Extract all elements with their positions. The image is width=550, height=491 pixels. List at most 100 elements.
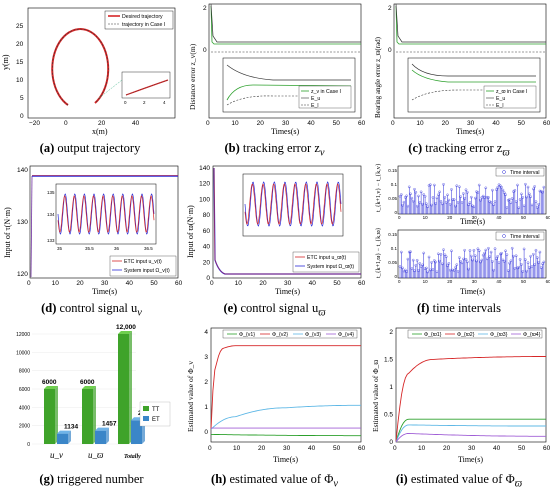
e-legend-etc: ETC input u_ϖ(t) <box>307 255 346 261</box>
b-legend-eu: E_u <box>311 96 320 102</box>
x-tick-label: 40 <box>492 120 500 127</box>
c-ytick: 2 <box>388 5 392 12</box>
interval-marker <box>500 186 503 189</box>
a-ytick: 10 <box>16 77 24 84</box>
interval-marker <box>438 190 441 194</box>
y-tick-label: 120 <box>199 181 210 188</box>
interval-marker <box>473 254 477 258</box>
x-tick-label: 30 <box>472 279 478 284</box>
panel-e: Input of ϖ(N·m) 0 20 40 60 80 100 120 140 0 10 20… <box>183 162 366 320</box>
interval-marker <box>425 202 428 206</box>
bar-value-label: 6000 <box>80 379 95 386</box>
x-tick-label: 40 <box>307 120 315 127</box>
interval-marker <box>455 184 459 188</box>
d-inset-tick: 36 <box>114 246 120 251</box>
x-tick-label: 40 <box>493 445 501 452</box>
y-tick-label: 2 <box>389 329 393 336</box>
x-tick-label: 20 <box>443 445 451 452</box>
panel-d: Input of τ(N·m) 140 130 120 0 10 20 30 40 50 6… <box>0 162 183 320</box>
a-case-trajectory <box>51 28 109 106</box>
interval-marker <box>414 190 418 194</box>
y-tick-label: 0.5 <box>384 412 393 419</box>
interval-marker <box>487 246 490 250</box>
interval-marker <box>433 183 436 187</box>
x-tick-label: 40 <box>308 445 316 452</box>
interval-marker <box>415 259 419 262</box>
interval-marker <box>455 263 459 266</box>
caption-i: (i) estimated value of Φϖ <box>395 472 523 490</box>
caption-d: (d) control signal uv <box>41 301 142 319</box>
interval-marker <box>444 255 448 258</box>
interval-marker <box>491 260 494 263</box>
y-tick-label: 0 <box>394 210 397 215</box>
interval-marker <box>413 187 416 191</box>
f-top-legend: Time interval <box>510 170 540 176</box>
interval-marker <box>472 248 476 252</box>
x-tick-label: 10 <box>235 280 243 287</box>
interval-marker <box>405 194 408 198</box>
h-ylabel: Estimated value of Φ_v <box>186 361 195 432</box>
y-tick-label: 3 <box>204 354 208 361</box>
y-tick-label: 1 <box>204 404 208 411</box>
a-ytick: 25 <box>16 23 24 30</box>
x-tick-label: 20 <box>442 120 450 127</box>
interval-marker <box>526 185 530 189</box>
interval-marker <box>485 195 489 199</box>
trajectory-chart: y(m) −20 0 20 40 0 5 10 15 20 25 x(m) De… <box>1 7 176 136</box>
y-tick-label: 6000 <box>19 387 30 393</box>
interval-marker <box>443 196 447 199</box>
b-zv-line <box>210 5 361 45</box>
c-z-line <box>395 5 546 45</box>
x-tick-label: 50 <box>521 279 527 284</box>
interval-marker <box>443 253 447 257</box>
x-tick-label: 40 <box>496 279 502 284</box>
x-tick-label: 30 <box>467 120 475 127</box>
x-tick-label: 50 <box>333 280 341 287</box>
x-tick-label: 60 <box>175 280 183 287</box>
x-tick-label: 0 <box>391 120 395 127</box>
interval-marker <box>475 190 478 193</box>
f-bot-xlabel: Time(s) <box>460 287 485 296</box>
interval-marker <box>411 258 415 262</box>
interval-marker <box>539 189 543 193</box>
x-tick-label: 10 <box>416 120 424 127</box>
c-xlabel: Times(s) <box>456 127 484 136</box>
x-tick-label: 40 <box>126 280 134 287</box>
x-tick-label: 50 <box>150 280 158 287</box>
d-ytick: 120 <box>17 271 28 278</box>
y-tick-label: 0 <box>27 442 30 448</box>
interval-marker <box>520 192 523 196</box>
interval-marker <box>407 185 411 189</box>
interval-marker <box>430 261 433 264</box>
interval-marker <box>508 198 511 201</box>
distance-error-chart: Distance error z_v(m) 2 0 0 10 20 30 40 50 60 … <box>188 3 366 136</box>
interval-marker <box>484 248 488 252</box>
interval-marker <box>446 193 449 197</box>
panel-i: Estimated value of Φ_ϖ 0 0.5 1 1.5 2 0 10 20 30… <box>368 322 550 491</box>
interval-marker <box>534 248 538 252</box>
x-tick-label: 0 <box>398 279 401 284</box>
y-tick-label: 20 <box>203 259 211 266</box>
series-line <box>395 424 546 443</box>
d-inset-tick: 135 <box>47 190 55 195</box>
panel-a: y(m) −20 0 20 40 0 5 10 15 20 25 x(m) De… <box>0 0 180 160</box>
e-ylabel: Input of ϖ(N·m) <box>186 205 195 258</box>
interval-marker <box>439 199 443 203</box>
y-tick-label: 60 <box>203 228 211 235</box>
interval-marker <box>458 256 461 259</box>
x-tick-label: 40 <box>309 280 317 287</box>
a-xtick: 20 <box>98 120 106 127</box>
interval-marker <box>538 250 542 254</box>
interval-marker <box>439 252 443 256</box>
x-tick-label: 0 <box>206 120 210 127</box>
y-tick-label: 140 <box>199 165 210 172</box>
x-tick-label: 20 <box>447 215 453 220</box>
control-signal-uv-chart: Input of τ(N·m) 140 130 120 0 10 20 30 40 50 6… <box>3 165 183 296</box>
interval-marker <box>529 254 532 258</box>
b-ylabel: Distance error z_v(m) <box>188 43 197 110</box>
f-bot-legend: Time interval <box>510 234 540 240</box>
interval-marker <box>499 184 502 188</box>
interval-marker <box>516 183 519 187</box>
g-legend-tt: TT <box>152 407 160 413</box>
series-line <box>395 356 546 443</box>
